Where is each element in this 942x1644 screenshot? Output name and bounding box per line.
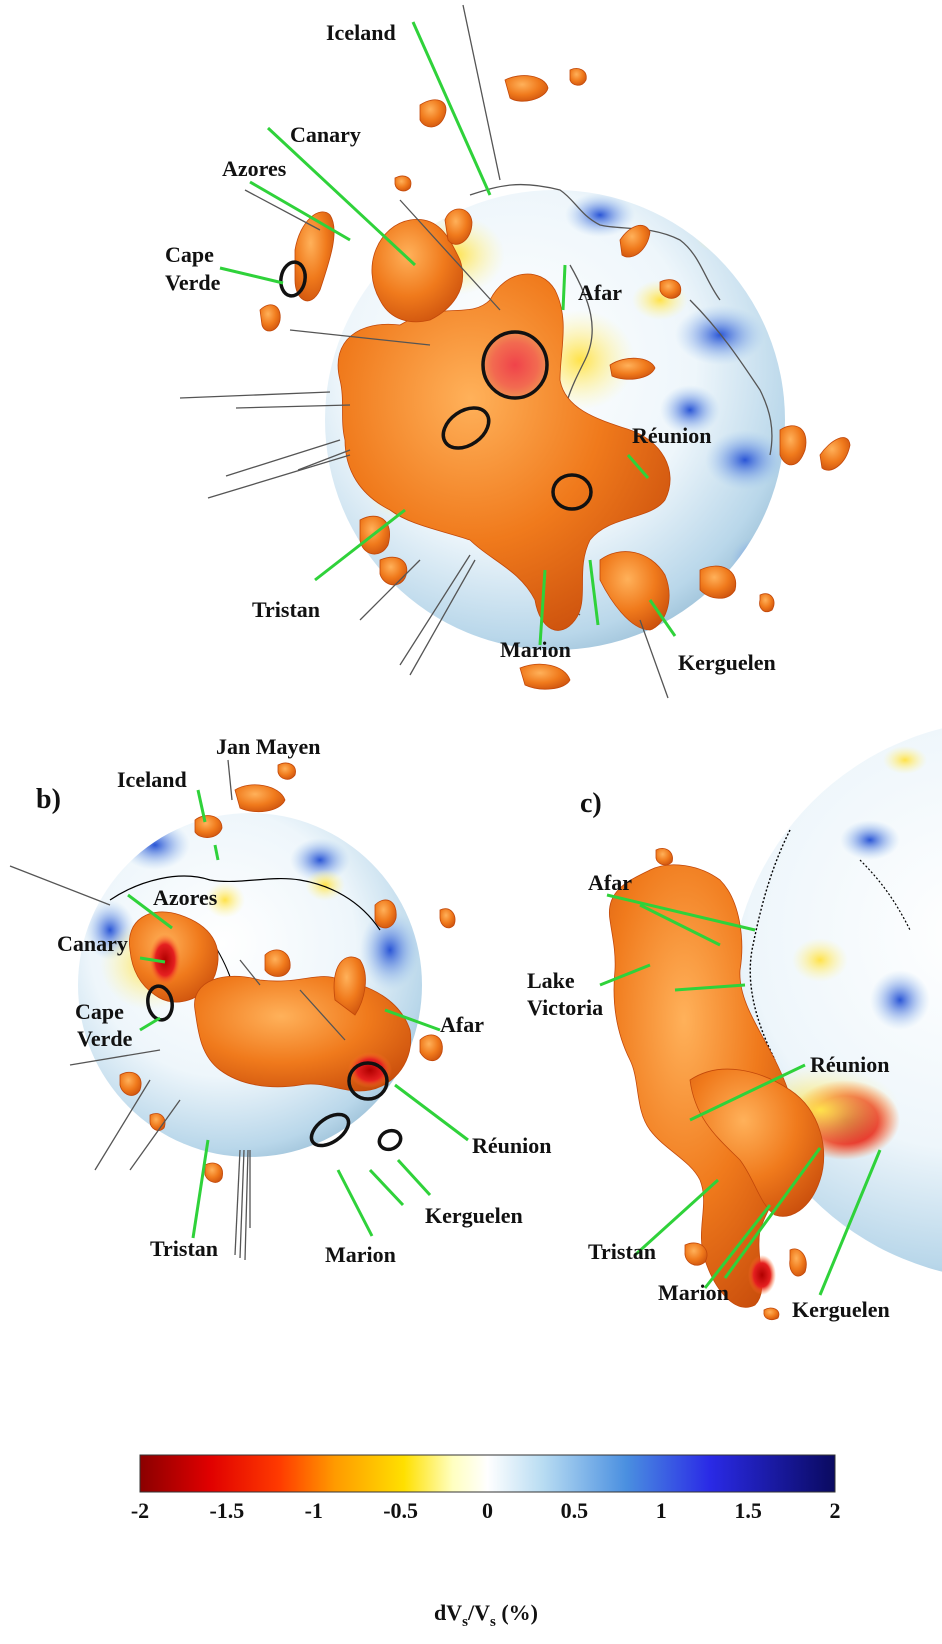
label-b-cape-verde-2: Verde	[77, 1026, 133, 1051]
plumes-a	[259, 68, 851, 690]
plumes-c	[608, 847, 825, 1320]
panel-b-letter: b)	[36, 784, 61, 815]
label-a-azores: Azores	[222, 156, 287, 181]
label-b-iceland: Iceland	[117, 767, 187, 792]
label-b-canary: Canary	[57, 931, 128, 956]
label-c-tristan: Tristan	[588, 1239, 656, 1264]
label-b-tristan: Tristan	[150, 1236, 218, 1261]
colorbar-tick-label: -2	[131, 1498, 149, 1523]
label-a-reunion: Réunion	[632, 423, 711, 448]
panel-a: Iceland Canary Azores Cape Verde Afar Ré…	[165, 4, 851, 699]
label-b-azores: Azores	[153, 885, 218, 910]
label-c-reunion: Réunion	[810, 1052, 889, 1077]
ring-reunion-a	[551, 473, 593, 511]
colorbar-tick-label: 0.5	[561, 1498, 589, 1523]
label-b-afar: Afar	[440, 1012, 484, 1037]
ring-kerguelen-b	[377, 1128, 403, 1152]
leaders-a	[219, 21, 677, 646]
afar-hot-core-a	[483, 333, 547, 397]
colorbar-tick-label: 0	[482, 1498, 493, 1523]
label-a-afar: Afar	[578, 280, 622, 305]
colorbar-tick-label: -0.5	[383, 1498, 418, 1523]
label-b-cape-verde-1: Cape	[75, 999, 124, 1024]
label-a-kerguelen: Kerguelen	[678, 650, 776, 675]
gray-lines-b	[9, 759, 346, 1261]
label-b-jan-mayen: Jan Mayen	[216, 734, 321, 759]
ring-central-b	[309, 1112, 351, 1148]
panel-c: c)	[527, 728, 942, 1322]
colorbar-tick-label: 1.5	[734, 1498, 762, 1523]
label-c-lake-victoria-1: Lake	[527, 968, 575, 993]
panel-c-letter: c)	[580, 788, 602, 819]
ring-central-a	[441, 406, 491, 450]
label-c-afar: Afar	[588, 870, 632, 895]
label-a-cape-verde-1: Cape	[165, 242, 214, 267]
panel-b: b)	[9, 734, 551, 1267]
leaders-c	[599, 893, 882, 1296]
label-c-kerguelen: Kerguelen	[792, 1297, 890, 1322]
label-a-iceland: Iceland	[326, 20, 396, 45]
ring-reunion-b	[347, 1061, 389, 1101]
label-b-reunion: Réunion	[472, 1133, 551, 1158]
colorbar-tick-label: -1	[305, 1498, 323, 1523]
leaders-b	[127, 789, 469, 1239]
ring-cape-verde-a	[279, 260, 307, 298]
colorbar-bar	[139, 1454, 836, 1493]
label-a-tristan: Tristan	[252, 597, 320, 622]
colorbar-tick-label: 1	[656, 1498, 667, 1523]
colorbar-tick-label: 2	[830, 1498, 841, 1523]
label-b-kerguelen: Kerguelen	[425, 1203, 523, 1228]
ring-afar-a	[481, 330, 549, 400]
gray-lines-a	[179, 4, 669, 699]
label-b-marion: Marion	[325, 1242, 396, 1267]
colorbar-ticks: -2 -1.5 -1 -0.5 0 0.5 1 1.5 2	[131, 1498, 841, 1523]
label-a-canary: Canary	[290, 122, 361, 147]
colorbar: -2 -1.5 -1 -0.5 0 0.5 1 1.5 2 dVs/Vs (%)	[131, 1454, 841, 1630]
colorbar-tick-label: -1.5	[209, 1498, 244, 1523]
colorbar-title: dVs/Vs (%)	[434, 1600, 538, 1630]
label-c-marion: Marion	[658, 1280, 729, 1305]
ring-cape-verde-b	[146, 984, 174, 1022]
label-a-cape-verde-2: Verde	[165, 270, 221, 295]
label-a-marion: Marion	[500, 637, 571, 662]
label-c-lake-victoria-2: Victoria	[527, 995, 603, 1020]
